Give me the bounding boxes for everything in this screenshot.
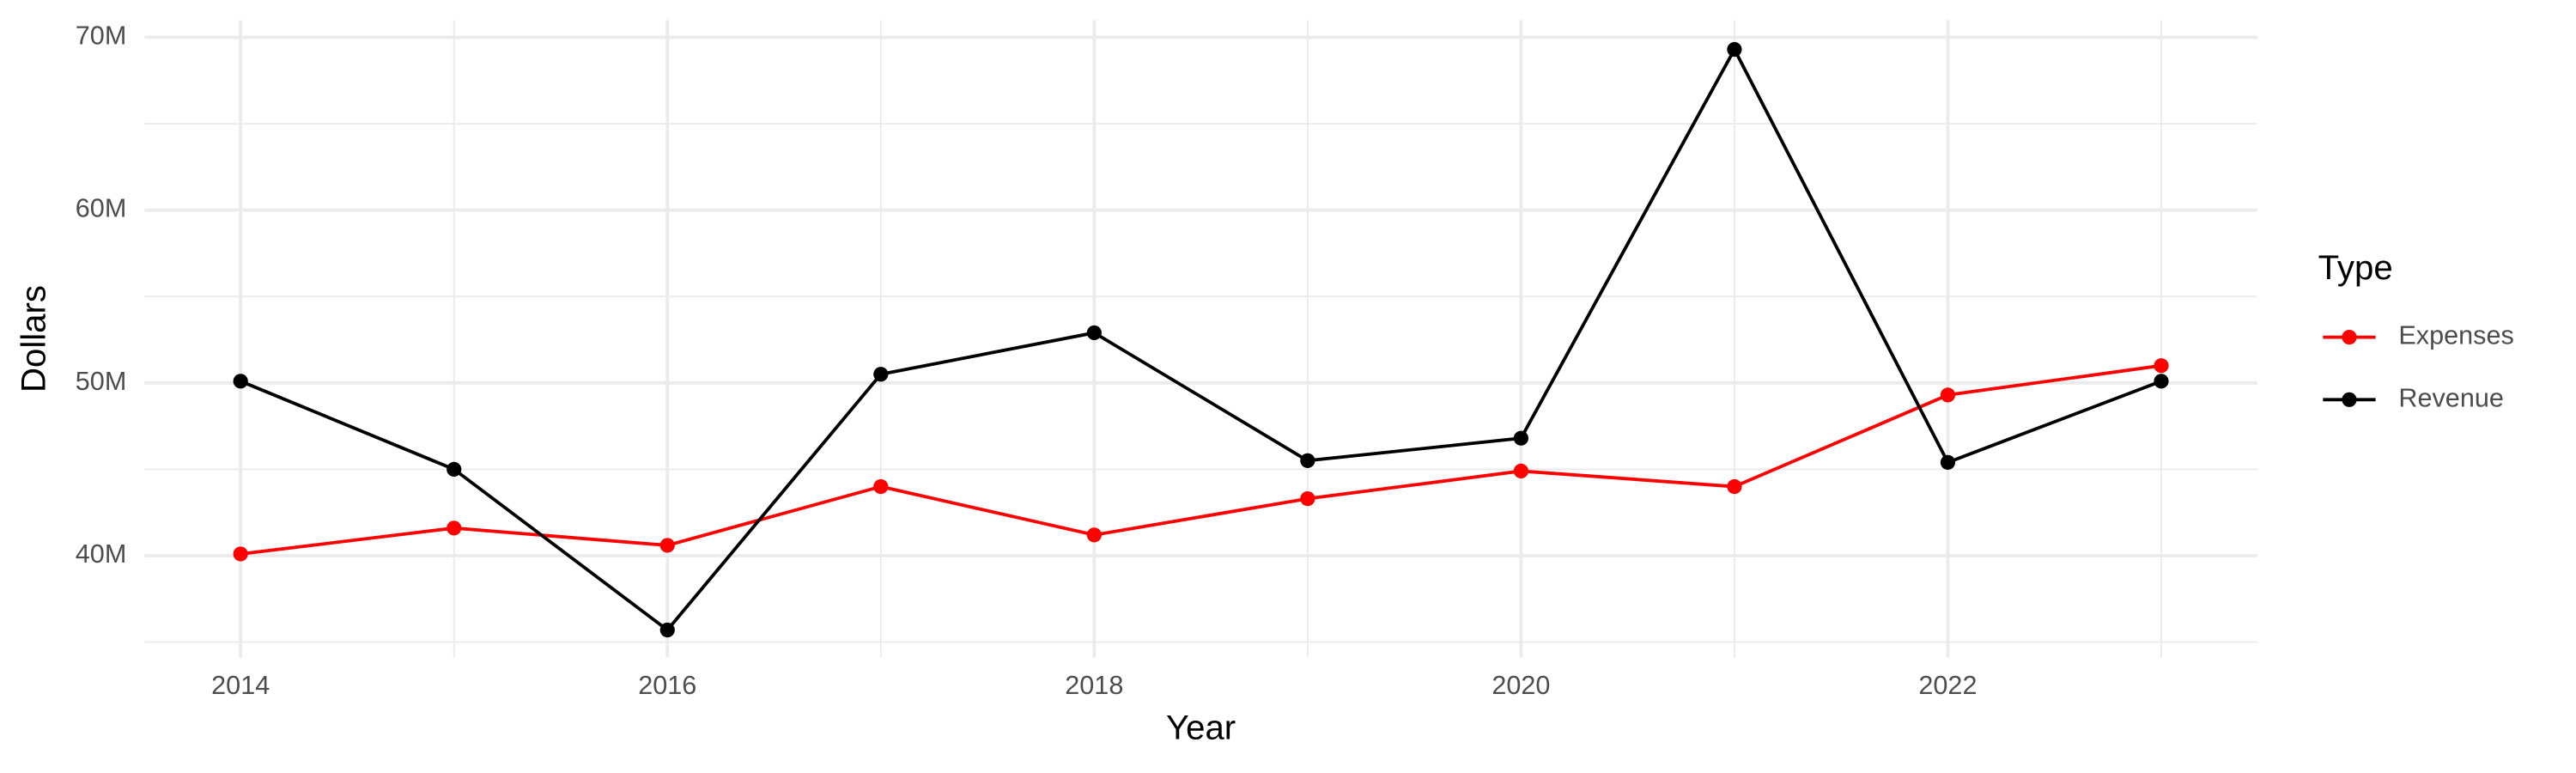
- data-point: [2154, 374, 2169, 389]
- x-axis-title: Year: [1166, 708, 1236, 746]
- data-point: [659, 538, 675, 553]
- data-point: [1940, 454, 1956, 470]
- y-tick-label: 60M: [76, 194, 127, 223]
- data-point: [1513, 430, 1529, 446]
- legend-label: Revenue: [2398, 383, 2504, 412]
- data-point: [1300, 453, 1315, 468]
- data-point: [233, 374, 248, 389]
- data-point: [447, 520, 462, 536]
- y-axis-title: Dollars: [15, 285, 53, 393]
- legend-swatch-point: [2342, 329, 2357, 345]
- y-tick-label: 50M: [76, 367, 127, 396]
- series-line: [240, 363, 2162, 556]
- data-point: [1086, 527, 1102, 543]
- data-point: [233, 546, 248, 562]
- x-tick-label: 2020: [1492, 671, 1550, 700]
- data-point: [1727, 478, 1742, 495]
- data-point: [2154, 358, 2169, 374]
- data-point: [1300, 490, 1315, 507]
- data-point: [1940, 387, 1956, 403]
- y-tick-label: 40M: [76, 539, 127, 569]
- x-tick-label: 2022: [1918, 671, 1977, 700]
- data-point: [1727, 41, 1742, 58]
- data-point: [1086, 325, 1102, 341]
- x-tick-label: 2016: [638, 671, 696, 700]
- y-tick-label: 70M: [76, 21, 127, 51]
- legend-label: Expenses: [2398, 321, 2513, 350]
- data-point: [873, 367, 889, 382]
- data-point: [659, 622, 675, 638]
- series-line: [240, 46, 2162, 633]
- x-tick-label: 2018: [1065, 671, 1123, 700]
- data-point: [873, 478, 889, 495]
- x-tick-label: 2014: [211, 671, 270, 700]
- data-point: [1513, 463, 1529, 479]
- data-point: [447, 461, 462, 478]
- legend-title: Type: [2318, 248, 2393, 287]
- legend-swatch-point: [2342, 392, 2357, 407]
